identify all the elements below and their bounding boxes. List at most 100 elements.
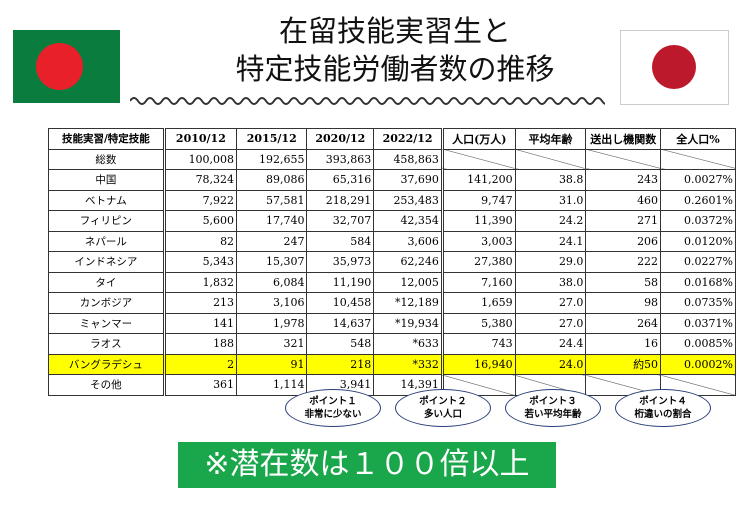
table-cell: 37,690 xyxy=(373,169,444,191)
table-row: その他 361 1,114 3,941 14,391 xyxy=(48,374,736,396)
table-cell: *332 xyxy=(373,353,444,375)
table-cell: 10,458 xyxy=(306,292,375,314)
table-cell: 321 xyxy=(236,333,308,355)
column-header: 技能実習/特定技能 xyxy=(48,128,166,150)
table-row: 総数 100,008 192,655 393,863 458,863 xyxy=(48,148,736,170)
table-cell: 222 xyxy=(585,251,662,273)
table-cell: 57,581 xyxy=(236,189,308,211)
table-cell: 1,978 xyxy=(236,312,308,334)
table-cell: 458,863 xyxy=(373,148,444,170)
table-cell: 24.2 xyxy=(514,210,587,232)
table-cell: 42,354 xyxy=(373,210,444,232)
table-cell: 5,600 xyxy=(163,210,238,232)
row-label: 中国 xyxy=(48,169,166,191)
table-cell: 141 xyxy=(163,312,238,334)
table-cell: 98 xyxy=(585,292,662,314)
table-cell: 584 xyxy=(306,230,375,252)
table-cell: 361 xyxy=(163,374,238,396)
table-cell: 32,707 xyxy=(306,210,375,232)
table-cell: 91 xyxy=(236,353,308,375)
row-label: インドネシア xyxy=(48,251,166,273)
column-header: 送出し機関数 xyxy=(585,128,662,150)
table-cell: 460 xyxy=(585,189,662,211)
point-callout: ポイント１ 非常に少ない xyxy=(285,389,381,427)
table-cell: 14,637 xyxy=(306,312,375,334)
table-cell: 253,483 xyxy=(373,189,444,211)
table-cell: 271 xyxy=(585,210,662,232)
table-cell: 5,343 xyxy=(163,251,238,273)
row-label: ベトナム xyxy=(48,189,166,211)
table-header-row: 技能実習/特定技能 2010/12 2015/12 2020/12 2022/12 人口(… xyxy=(48,128,736,150)
table-cell: 24.4 xyxy=(514,333,587,355)
table-cell: 393,863 xyxy=(306,148,375,170)
table-cell: 78,324 xyxy=(163,169,238,191)
table-cell: 218 xyxy=(306,353,375,375)
column-header: 平均年齢 xyxy=(514,128,587,150)
table-cell: 62,246 xyxy=(373,251,444,273)
table-cell: 141,200 xyxy=(441,169,516,191)
decorative-wave-divider xyxy=(130,97,605,105)
table-cell: 247 xyxy=(236,230,308,252)
potential-banner: ※潜在数は１００倍以上 xyxy=(178,442,556,488)
table-cell: *633 xyxy=(373,333,444,355)
table-cell: 7,922 xyxy=(163,189,238,211)
table-cell: 206 xyxy=(585,230,662,252)
point-text: 若い平均年齢 xyxy=(524,409,582,420)
table-row: インドネシア 5,343 15,307 35,973 62,246 27,380 29.0 2… xyxy=(48,251,736,273)
table-row: バングラデシュ 2 91 218 *332 16,940 24.0 約50 0.0002% xyxy=(48,353,736,375)
table-cell: 0.0372% xyxy=(660,210,736,232)
table-cell: 264 xyxy=(585,312,662,334)
bangladesh-flag-icon xyxy=(13,30,120,103)
point-text: 非常に少ない xyxy=(304,409,362,420)
point-title: ポイント３ xyxy=(529,396,577,407)
table-cell: 2 xyxy=(163,353,238,375)
table-cell: 12,005 xyxy=(373,271,444,293)
table-cell: 3,003 xyxy=(441,230,516,252)
table-cell: 16 xyxy=(585,333,662,355)
page-title: 在留技能実習生と 特定技能労働者数の推移 xyxy=(200,12,590,88)
table-cell: 15,307 xyxy=(236,251,308,273)
point-title: ポイント４ xyxy=(639,396,687,407)
table-cell: 743 xyxy=(441,333,516,355)
table-cell: 3,106 xyxy=(236,292,308,314)
table-cell: 6,084 xyxy=(236,271,308,293)
column-header: 2022/12 xyxy=(373,128,444,150)
column-header: 2015/12 xyxy=(236,128,308,150)
point-title: ポイント１ xyxy=(309,396,357,407)
column-header: 2020/12 xyxy=(306,128,375,150)
table-cell: 0.0371% xyxy=(660,312,736,334)
table-cell: 16,940 xyxy=(441,353,516,375)
table-cell: 27.0 xyxy=(514,312,587,334)
point-title: ポイント２ xyxy=(419,396,467,407)
row-label: ラオス xyxy=(48,333,166,355)
title-line1: 在留技能実習生と xyxy=(278,14,511,48)
table-cell: 0.2601% xyxy=(660,189,736,211)
table-cell: *19,934 xyxy=(373,312,444,334)
table-cell: 7,160 xyxy=(441,271,516,293)
table-cell: 約50 xyxy=(585,353,662,375)
table-cell: 0.0027% xyxy=(660,169,736,191)
row-label: その他 xyxy=(48,374,166,396)
table-cell: 0.0227% xyxy=(660,251,736,273)
table-cell: 24.0 xyxy=(514,353,587,375)
table-cell: 218,291 xyxy=(306,189,375,211)
column-header: 2010/12 xyxy=(163,128,238,150)
column-header: 全人口% xyxy=(660,128,736,150)
table-cell: 0.0085% xyxy=(660,333,736,355)
row-label: フィリピン xyxy=(48,210,166,232)
table-row: ベトナム 7,922 57,581 218,291 253,483 9,747 31.0 46… xyxy=(48,189,736,211)
point-callout: ポイント３ 若い平均年齢 xyxy=(505,389,601,427)
table-cell: 58 xyxy=(585,271,662,293)
table-cell: 192,655 xyxy=(236,148,308,170)
table-cell: 243 xyxy=(585,169,662,191)
table-cell xyxy=(660,148,736,170)
table-row: ミャンマー 141 1,978 14,637 *19,934 5,380 27.0 264 0.… xyxy=(48,312,736,334)
table-cell: 100,008 xyxy=(163,148,238,170)
table-cell: 11,390 xyxy=(441,210,516,232)
row-label: ミャンマー xyxy=(48,312,166,334)
table-row: カンボジア 213 3,106 10,458 *12,189 1,659 27.0 98 0.0… xyxy=(48,292,736,314)
row-label: 総数 xyxy=(48,148,166,170)
table-cell: 65,316 xyxy=(306,169,375,191)
table-cell: 3,606 xyxy=(373,230,444,252)
table-cell: 188 xyxy=(163,333,238,355)
